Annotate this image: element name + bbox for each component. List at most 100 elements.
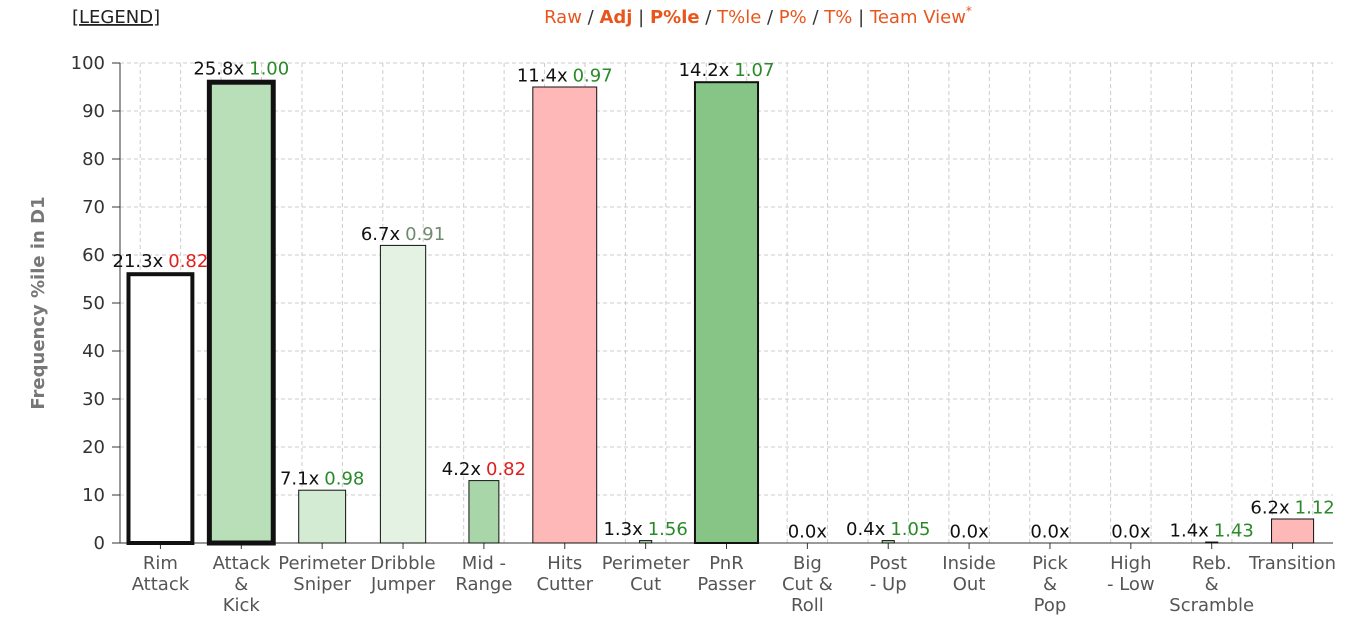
- view-link[interactable]: T%: [823, 7, 852, 28]
- x-tick-label: Range: [455, 574, 512, 595]
- y-tick-label: 80: [82, 149, 105, 170]
- value-label: 0.4x 1.05: [846, 519, 930, 540]
- y-tick-label: 50: [82, 293, 105, 314]
- x-tick-label: Pop: [1034, 595, 1067, 616]
- value-label: 4.2x 0.82: [442, 459, 526, 480]
- x-tick-label: Mid -: [462, 553, 506, 574]
- x-tick-label: &: [1205, 574, 1219, 595]
- x-tick-label: Roll: [791, 595, 824, 616]
- value-label: 6.7x 0.91: [361, 224, 445, 245]
- y-tick-label: 10: [82, 485, 105, 506]
- frequency-label: 7.1x: [280, 469, 320, 490]
- value-label: 0.0x: [788, 522, 828, 543]
- frequency-label: 14.2x: [679, 60, 730, 81]
- x-tick-label: Reb.: [1192, 553, 1232, 574]
- efficiency-label: 1.12: [1295, 498, 1335, 519]
- value-label: 1.4x 1.43: [1170, 521, 1254, 542]
- y-tick-label: 30: [82, 389, 105, 410]
- x-tick-label: Perimeter: [278, 553, 366, 574]
- legend-link[interactable]: [LEGEND]: [72, 7, 160, 28]
- y-tick-label: 70: [82, 197, 105, 218]
- x-tick-label: Kick: [223, 595, 261, 616]
- efficiency-label: 0.97: [573, 66, 613, 87]
- x-tick-label: Attack: [132, 574, 190, 595]
- value-label: 7.1x 0.98: [280, 469, 364, 490]
- x-tick-label: Big: [793, 553, 822, 574]
- bar: [1271, 518, 1315, 544]
- value-label: 21.3x 0.82: [113, 251, 209, 272]
- x-tick-label: Rim: [143, 553, 178, 574]
- value-label: 6.2x 1.12: [1250, 498, 1334, 519]
- value-label: 0.0x: [949, 522, 989, 543]
- x-tick-label: Passer: [697, 574, 756, 595]
- separator: /: [761, 7, 779, 28]
- value-label: 1.3x 1.56: [603, 519, 687, 540]
- y-tick-label: 90: [82, 101, 105, 122]
- bar: [298, 489, 347, 544]
- bar: [468, 480, 500, 544]
- y-tick-label: 100: [71, 53, 105, 74]
- efficiency-label: 1.05: [890, 519, 930, 540]
- frequency-label: 1.3x: [603, 519, 643, 540]
- bar: [693, 81, 760, 544]
- x-tick-label: Hits: [547, 553, 582, 574]
- frequency-label: 11.4x: [517, 66, 568, 87]
- value-label: 25.8x 1.00: [193, 59, 289, 80]
- x-tick-label: PnR: [709, 553, 743, 574]
- nav-mark: *: [966, 4, 972, 18]
- x-tick-label: Jumper: [370, 574, 436, 595]
- view-link[interactable]: P%le: [650, 7, 700, 28]
- frequency-label: 0.0x: [1030, 522, 1070, 543]
- x-tick-label: Perimeter: [602, 553, 690, 574]
- x-tick-label: Attack: [213, 553, 271, 574]
- bar: [881, 540, 895, 544]
- y-tick-label: 20: [82, 437, 105, 458]
- efficiency-label: 0.98: [324, 469, 364, 490]
- x-tick-label: Cut &: [782, 574, 833, 595]
- frequency-label: 0.0x: [1111, 522, 1151, 543]
- x-tick-label: Inside: [942, 553, 996, 574]
- efficiency-label: 1.56: [648, 519, 688, 540]
- view-link[interactable]: Adj: [599, 7, 632, 28]
- frequency-label: 25.8x: [193, 59, 244, 80]
- efficiency-label: 0.82: [486, 459, 526, 480]
- value-label: 0.0x: [1111, 522, 1151, 543]
- x-tick-label: Sniper: [293, 574, 351, 595]
- bar: [1205, 541, 1219, 544]
- x-tick-label: Post: [869, 553, 907, 574]
- bar: [379, 244, 427, 544]
- x-tick-label: Out: [953, 574, 986, 595]
- x-tick-label: High: [1110, 553, 1151, 574]
- value-label: 0.0x: [1030, 522, 1070, 543]
- frequency-label: 1.4x: [1170, 521, 1210, 542]
- view-link[interactable]: P%: [779, 7, 807, 28]
- value-label: 11.4x 0.97: [517, 66, 613, 87]
- efficiency-label: 1.00: [249, 59, 289, 80]
- x-tick-label: Cutter: [536, 574, 593, 595]
- x-tick-label: - Low: [1107, 574, 1155, 595]
- x-tick-label: &: [1043, 574, 1057, 595]
- frequency-label: 6.2x: [1250, 498, 1290, 519]
- efficiency-label: 0.82: [168, 251, 208, 272]
- x-tick-label: Dribble: [370, 553, 435, 574]
- view-link[interactable]: Raw: [544, 7, 582, 28]
- efficiency-label: 1.07: [734, 60, 774, 81]
- y-axis-title: Frequency %ile in D1: [28, 196, 49, 409]
- x-tick-label: Transition: [1248, 553, 1336, 574]
- separator: /: [582, 7, 600, 28]
- bar: [639, 540, 653, 544]
- separator: |: [632, 7, 650, 28]
- efficiency-label: 0.91: [405, 224, 445, 245]
- separator: |: [852, 7, 870, 28]
- frequency-label: 21.3x: [113, 251, 164, 272]
- value-label: 14.2x 1.07: [679, 60, 775, 81]
- view-link[interactable]: Team View: [869, 7, 966, 28]
- view-link[interactable]: T%le: [716, 7, 761, 28]
- x-tick-label: &: [234, 574, 248, 595]
- bar: [532, 86, 598, 544]
- frequency-label: 0.4x: [846, 519, 886, 540]
- x-tick-label: - Up: [870, 574, 907, 595]
- bar: [206, 79, 276, 546]
